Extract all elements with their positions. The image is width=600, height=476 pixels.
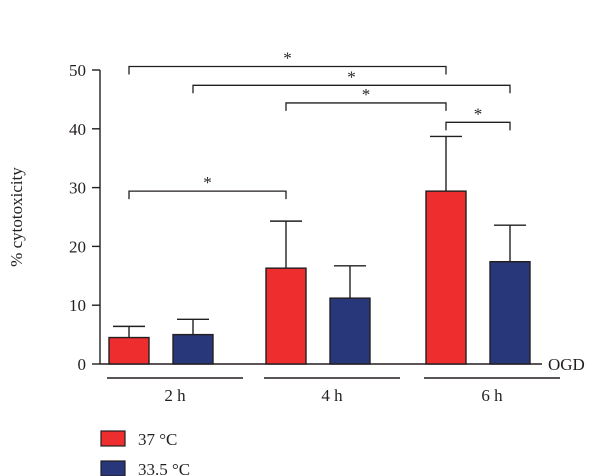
axes: 0 10 20 30 40 50 2 h 4 h 6 h bbox=[69, 61, 560, 405]
y-tick-label: 20 bbox=[69, 237, 86, 256]
ogd-label: OGD bbox=[548, 355, 585, 374]
legend-swatch bbox=[100, 460, 126, 476]
legend-label: 33.5 °C bbox=[138, 460, 190, 476]
significance-brackets: * * * * * bbox=[128, 48, 511, 200]
bar bbox=[329, 297, 371, 365]
legend-swatch bbox=[100, 430, 126, 447]
category-label: 6 h bbox=[481, 386, 503, 405]
significance-star: * bbox=[362, 85, 371, 104]
legend: 37 °C 33.5 °C bbox=[100, 430, 190, 476]
bars bbox=[108, 135, 531, 365]
bar bbox=[108, 336, 150, 365]
category-label: 4 h bbox=[321, 386, 343, 405]
y-axis-label: % cytotoxicity bbox=[7, 167, 26, 267]
y-tick-label: 0 bbox=[78, 355, 87, 374]
significance-bracket bbox=[128, 65, 447, 75]
legend-label: 37 °C bbox=[138, 430, 177, 449]
y-tick-label: 40 bbox=[69, 120, 86, 139]
y-tick-label: 50 bbox=[69, 61, 86, 80]
significance-bracket bbox=[128, 190, 287, 200]
significance-bracket bbox=[445, 121, 511, 131]
labels: % cytotoxicity OGD bbox=[7, 167, 585, 374]
significance-bracket bbox=[192, 84, 511, 94]
category-label: 2 h bbox=[164, 386, 186, 405]
significance-star: * bbox=[283, 48, 292, 67]
significance-star: * bbox=[347, 67, 356, 86]
significance-bracket bbox=[285, 102, 447, 111]
bar bbox=[265, 267, 307, 365]
y-tick-label: 10 bbox=[69, 296, 86, 315]
bar bbox=[172, 333, 214, 365]
bar bbox=[489, 260, 531, 365]
significance-star: * bbox=[474, 104, 483, 123]
bar bbox=[425, 190, 467, 365]
y-tick-label: 30 bbox=[69, 179, 86, 198]
significance-star: * bbox=[203, 173, 212, 192]
